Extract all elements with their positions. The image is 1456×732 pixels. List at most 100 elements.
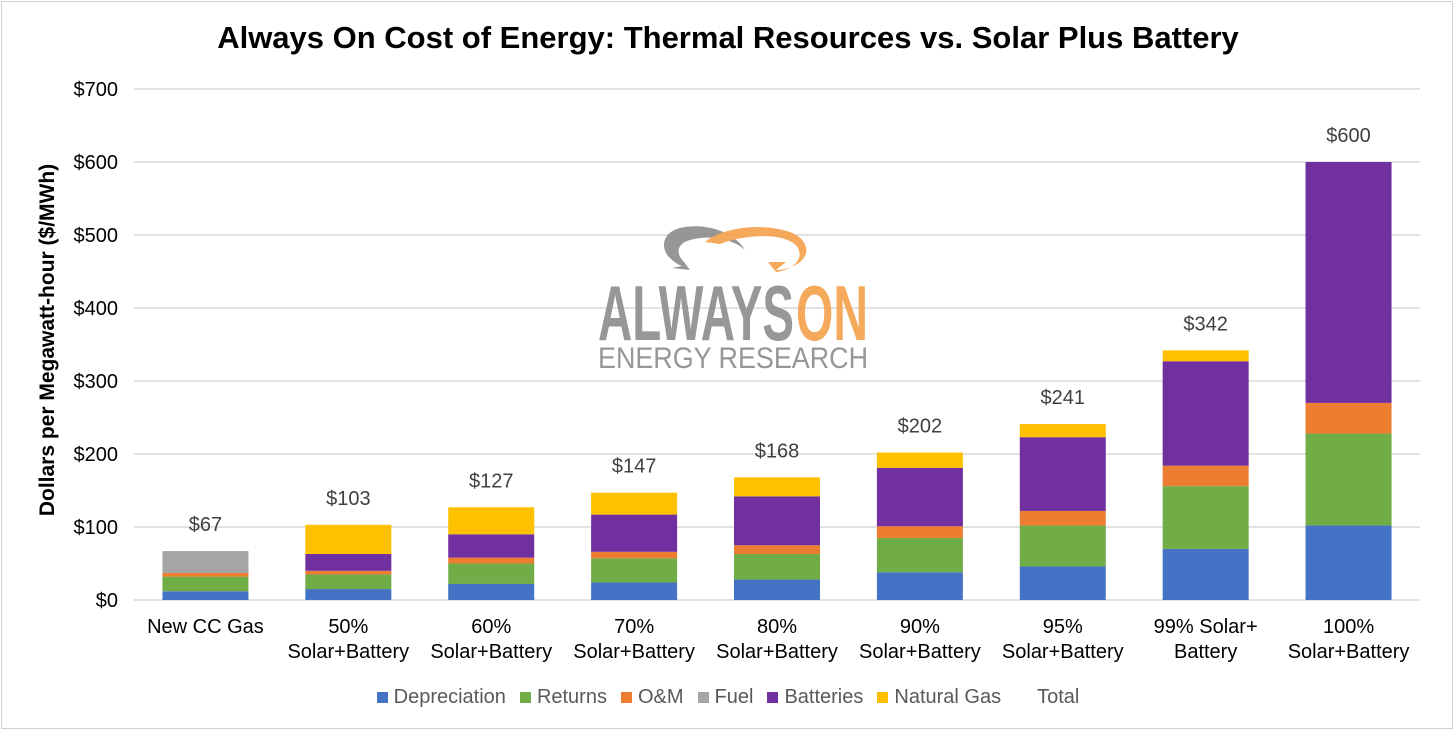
x-tick-label: Solar+Battery: [573, 641, 695, 663]
legend-label: Depreciation: [393, 686, 506, 708]
bar-segment-natural-gas: [448, 507, 535, 535]
bar-segment-batteries: [305, 554, 392, 571]
legend-label: Natural Gas: [894, 686, 1002, 708]
x-tick-label: 100%: [1323, 616, 1374, 638]
bar-segment-batteries: [591, 514, 678, 552]
total-label: $241: [1041, 387, 1086, 409]
chart-title: Always On Cost of Energy: Thermal Resour…: [217, 20, 1239, 55]
bar-segment-depreciation: [734, 579, 820, 600]
y-tick-label: $700: [74, 79, 119, 101]
bar-segment-returns: [876, 537, 963, 573]
x-tick-label: Solar+Battery: [716, 641, 838, 663]
legend-swatch: [376, 692, 388, 703]
bar-segment-natural-gas: [734, 477, 820, 497]
alwayson-logo: ALWAYS ON ENERGY RESEARCH: [598, 226, 868, 375]
x-tick-label: 50%: [328, 616, 368, 638]
x-tick-label: Solar+Battery: [1002, 641, 1124, 663]
bar-segment-depreciation: [1305, 525, 1392, 600]
x-tick-label: Solar+Battery: [430, 641, 552, 663]
bar-segment-batteries: [734, 496, 820, 546]
total-label: $103: [326, 488, 371, 510]
x-tick-label: 90%: [900, 616, 940, 638]
bar-segment-batteries: [1162, 361, 1249, 466]
x-tick-label: 95%: [1043, 616, 1083, 638]
x-axis-tick-labels: New CC Gas 50% Solar+Battery 60% Solar+Batte…: [147, 616, 1409, 663]
bar-segment-o-m: [1162, 465, 1249, 487]
total-label: $127: [469, 470, 514, 492]
legend-item: Depreciation: [376, 686, 506, 709]
y-tick-label: $600: [74, 152, 119, 174]
x-tick-label: Solar+Battery: [287, 641, 409, 663]
bar-segment-returns: [448, 563, 535, 584]
total-label: $168: [755, 440, 800, 462]
bar-segment-o-m: [734, 545, 820, 555]
bar-segment-depreciation: [1019, 566, 1106, 600]
bar-segment-batteries: [876, 467, 963, 527]
x-tick-label: Battery: [1174, 641, 1237, 663]
total-label: $147: [612, 456, 657, 478]
logo-brand-primary: ALWAYS: [598, 269, 794, 357]
x-tick-label: Solar+Battery: [859, 641, 981, 663]
bar-segment-batteries: [448, 534, 535, 558]
logo-brand-accent: ON: [796, 269, 868, 357]
legend-item: Returns: [519, 686, 607, 709]
legend-swatch: [697, 692, 709, 703]
bar-segment-natural-gas: [876, 452, 963, 468]
legend-label: Returns: [536, 686, 607, 708]
bars: [162, 162, 1392, 600]
bar-segment-o-m: [305, 570, 392, 575]
legend-label: Fuel: [714, 686, 754, 708]
total-label: $67: [189, 514, 222, 536]
legend-label: Batteries: [784, 686, 864, 708]
y-tick-label: $500: [74, 225, 119, 247]
bar-segment-depreciation: [876, 572, 963, 600]
y-tick-label: $100: [74, 517, 119, 539]
bar-segment-o-m: [1305, 402, 1392, 434]
x-tick-label: 60%: [471, 616, 511, 638]
logo-brand-sub: ENERGY RESEARCH: [598, 342, 868, 375]
bar-segment-natural-gas: [1019, 424, 1106, 438]
bar-segment-fuel: [162, 551, 249, 573]
bar-segment-returns: [591, 558, 678, 583]
y-axis-ticks: $0 $100 $200 $300 $400 $500 $600 $700: [74, 79, 119, 612]
bar-segment-depreciation: [162, 591, 249, 600]
bar-segment-returns: [162, 576, 249, 592]
legend-item: Fuel: [697, 686, 754, 709]
total-labels: $67 $103 $127 $147 $168 $202 $241 $342 $600: [189, 125, 1371, 536]
total-label: $202: [898, 416, 943, 438]
bar-segment-o-m: [876, 526, 963, 538]
legend-label: O&M: [637, 686, 684, 708]
bar-segment-o-m: [1019, 510, 1106, 526]
bar-segment-o-m: [448, 557, 535, 564]
x-tick-label: 99% Solar+: [1154, 616, 1258, 638]
bar-segment-depreciation: [591, 582, 678, 600]
total-label: $342: [1183, 313, 1228, 335]
legend-swatch: [877, 692, 889, 703]
bar-segment-returns: [1162, 486, 1249, 549]
y-tick-label: $200: [74, 444, 119, 466]
y-tick-label: $0: [96, 590, 118, 612]
logo-orange-arrow-icon: [705, 227, 807, 272]
legend-swatch: [620, 692, 632, 703]
y-tick-label: $400: [74, 298, 119, 320]
bar-segment-o-m: [162, 572, 249, 577]
legend-item-total: Total: [1037, 686, 1080, 708]
bar-segment-depreciation: [1162, 548, 1249, 600]
legend-swatch: [767, 692, 779, 703]
x-tick-label: New CC Gas: [147, 616, 264, 638]
legend-item: O&M: [620, 686, 684, 709]
legend-item: Natural Gas: [877, 686, 1001, 709]
y-tick-label: $300: [74, 371, 119, 393]
bar-segment-depreciation: [448, 583, 535, 600]
bar-segment-batteries: [1019, 437, 1106, 511]
bar-segment-returns: [305, 574, 392, 590]
bar-segment-returns: [1019, 525, 1106, 567]
total-label: $600: [1326, 125, 1371, 147]
legend-swatch: [519, 692, 531, 703]
bar-segment-natural-gas: [1162, 350, 1249, 362]
bar-segment-natural-gas: [591, 492, 678, 515]
bar-segment-returns: [1305, 433, 1392, 526]
x-tick-label: 70%: [614, 616, 654, 638]
bar-segment-depreciation: [305, 589, 392, 600]
